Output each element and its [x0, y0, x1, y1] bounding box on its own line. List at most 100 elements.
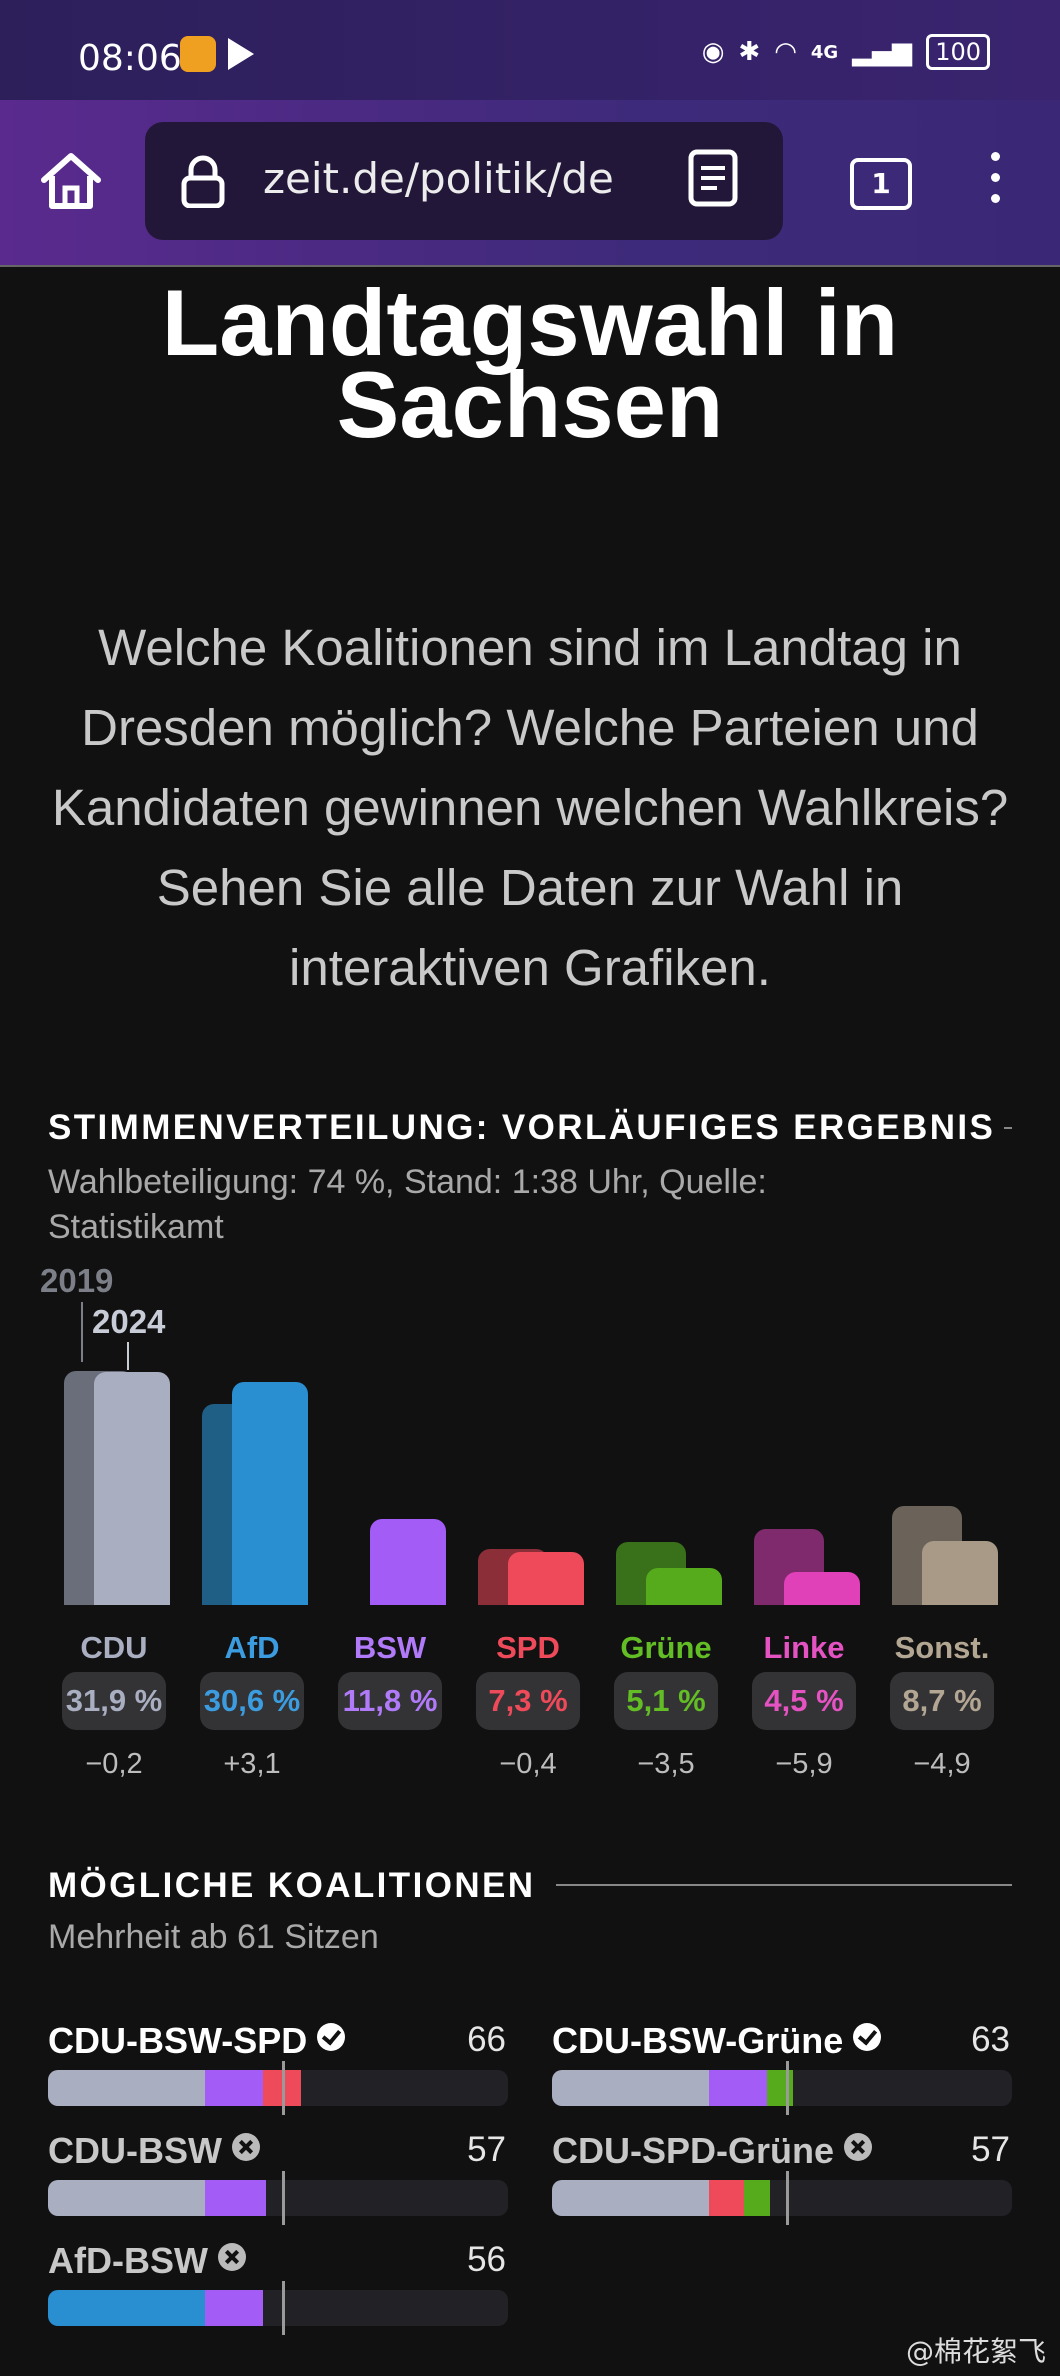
coalition-seats: 66	[467, 2020, 506, 2059]
majority-marker	[785, 2061, 789, 2115]
percent-badge-grüne: 5,1 %	[614, 1672, 718, 1730]
watermark: @棉花絮飞	[905, 2335, 1046, 2368]
coalition-name-text: CDU-BSW	[48, 2130, 222, 2171]
coalition-name: CDU-SPD-Grüne	[552, 2130, 873, 2172]
lock-icon	[181, 155, 225, 208]
coalition-name-text: CDU-BSW-SPD	[48, 2020, 308, 2061]
segment-grüne	[766, 2070, 794, 2106]
status-time: 08:06	[78, 38, 182, 79]
bar-2024-afd	[232, 1381, 308, 1605]
battery-icon: 100	[926, 34, 990, 70]
segment-grüne	[743, 2180, 771, 2216]
delta-sonst.: −4,9	[913, 1748, 971, 1780]
party-label-spd: SPD	[496, 1630, 560, 1665]
browser-toolbar: zeit.de/politik/de 1	[0, 100, 1060, 267]
bar-2024-bsw	[370, 1518, 446, 1605]
vote-subtitle-line-2: Statistikamt	[48, 1208, 224, 1246]
x-circle-icon	[844, 2133, 873, 2161]
coalition-seat-bar	[48, 2070, 508, 2106]
segment-cdu	[48, 2070, 206, 2106]
eye-icon: ◉	[701, 37, 725, 67]
percent-badge-sonst.: 8,7 %	[890, 1672, 994, 1730]
segment-bsw	[205, 2290, 263, 2326]
segment-cdu	[552, 2070, 710, 2106]
segment-spd	[262, 2070, 301, 2106]
majority-marker	[281, 2281, 285, 2335]
coalition-seat-bar	[48, 2290, 508, 2326]
segment-spd	[709, 2180, 744, 2216]
title-line-1: Landtagswahl in	[161, 270, 899, 375]
party-label-bsw: BSW	[353, 1630, 427, 1665]
year-2019-label: 2019	[40, 1262, 114, 1299]
coalition-name-text: CDU-SPD-Grüne	[552, 2130, 835, 2171]
segment-bsw	[205, 2070, 263, 2106]
vote-subtitle: Wahlbeteiligung: 74 %, Stand: 1:38 Uhr, …	[48, 1160, 767, 1250]
check-circle-icon	[317, 2023, 346, 2051]
coalition-seats: 56	[467, 2240, 506, 2279]
segment-bsw	[709, 2070, 767, 2106]
x-circle-icon	[231, 2133, 260, 2161]
bar-2024-cdu	[94, 1372, 170, 1605]
title-line-2: Sachsen	[336, 352, 724, 457]
coalition-name: CDU-BSW-SPD	[48, 2020, 346, 2062]
percent-badge-spd: 7,3 %	[476, 1672, 580, 1730]
coalition-section-heading: MÖGLICHE KOALITIONEN	[48, 1866, 536, 1905]
play-notification-icon	[228, 38, 254, 70]
x-circle-icon	[217, 2243, 246, 2271]
app-notification-icon	[180, 36, 216, 72]
check-circle-icon	[853, 2023, 882, 2051]
percent-badge-bsw: 11,8 %	[338, 1672, 442, 1730]
bar-2024-sonst.	[922, 1541, 998, 1605]
vote-section-heading: STIMMENVERTEILUNG: VORLÄUFIGES ERGEBNIS	[48, 1108, 996, 1147]
segment-bsw	[205, 2180, 267, 2216]
year-2019-marker	[81, 1302, 83, 1362]
page-title: Landtagswahl in Sachsen	[0, 276, 1060, 452]
bar-2024-linke	[784, 1572, 860, 1605]
percent-badge-afd: 30,6 %	[200, 1672, 304, 1730]
majority-marker	[785, 2171, 789, 2225]
majority-marker	[281, 2171, 285, 2225]
coalition-seat-bar	[552, 2070, 1012, 2106]
coalition-name-text: CDU-BSW-Grüne	[552, 2020, 844, 2061]
coalition-seat-bar	[48, 2180, 508, 2216]
bar-2024-spd	[508, 1551, 584, 1605]
signal-icon: ▂▄▆	[852, 37, 913, 67]
heading-divider	[1004, 1127, 1012, 1129]
bluetooth-icon: ✱	[738, 37, 761, 67]
coalition-seats: 57	[467, 2130, 506, 2169]
percent-badge-cdu: 31,9 %	[62, 1672, 166, 1730]
coalition-seats: 63	[971, 2020, 1010, 2059]
network-type: 4G	[810, 41, 839, 63]
coalition-seats: 57	[971, 2130, 1010, 2169]
party-label-cdu: CDU	[80, 1630, 148, 1665]
party-label-linke: Linke	[763, 1630, 845, 1665]
home-icon[interactable]	[38, 148, 104, 214]
majority-marker	[281, 2061, 285, 2115]
url-text[interactable]: zeit.de/politik/de	[263, 154, 614, 203]
coalition-name: CDU-BSW	[48, 2130, 260, 2172]
vote-subtitle-line-1: Wahlbeteiligung: 74 %, Stand: 1:38 Uhr, …	[48, 1163, 767, 1201]
more-menu-icon[interactable]	[985, 152, 1005, 212]
coalition-seat-bar	[552, 2180, 1012, 2216]
delta-linke: −5,9	[775, 1748, 833, 1780]
reader-mode-icon[interactable]	[685, 148, 741, 208]
status-bar: 08:06 ◉ ✱ ◠ 4G ▂▄▆ 100	[0, 0, 1060, 100]
year-2024-marker	[127, 1342, 129, 1370]
delta-afd: +3,1	[223, 1748, 281, 1780]
address-bar[interactable]: zeit.de/politik/de	[145, 122, 783, 240]
intro-text: Welche Koalitionen sind im Landtag in Dr…	[51, 619, 1009, 996]
coalition-name-text: AfD-BSW	[48, 2240, 208, 2281]
coalition-name: AfD-BSW	[48, 2240, 246, 2282]
segment-cdu	[48, 2180, 206, 2216]
tab-switcher-button[interactable]: 1	[850, 158, 912, 210]
delta-spd: −0,4	[499, 1748, 557, 1780]
percent-badge-linke: 4,5 %	[752, 1672, 856, 1730]
party-label-grüne: Grüne	[620, 1630, 712, 1665]
segment-afd	[48, 2290, 206, 2326]
delta-cdu: −0,2	[85, 1748, 143, 1780]
coalition-heading-divider	[556, 1884, 1012, 1886]
delta-grüne: −3,5	[637, 1748, 695, 1780]
bar-2024-grüne	[646, 1567, 722, 1605]
party-label-sonst.: Sonst.	[894, 1630, 990, 1665]
coalition-subtitle: Mehrheit ab 61 Sitzen	[48, 1918, 379, 1956]
